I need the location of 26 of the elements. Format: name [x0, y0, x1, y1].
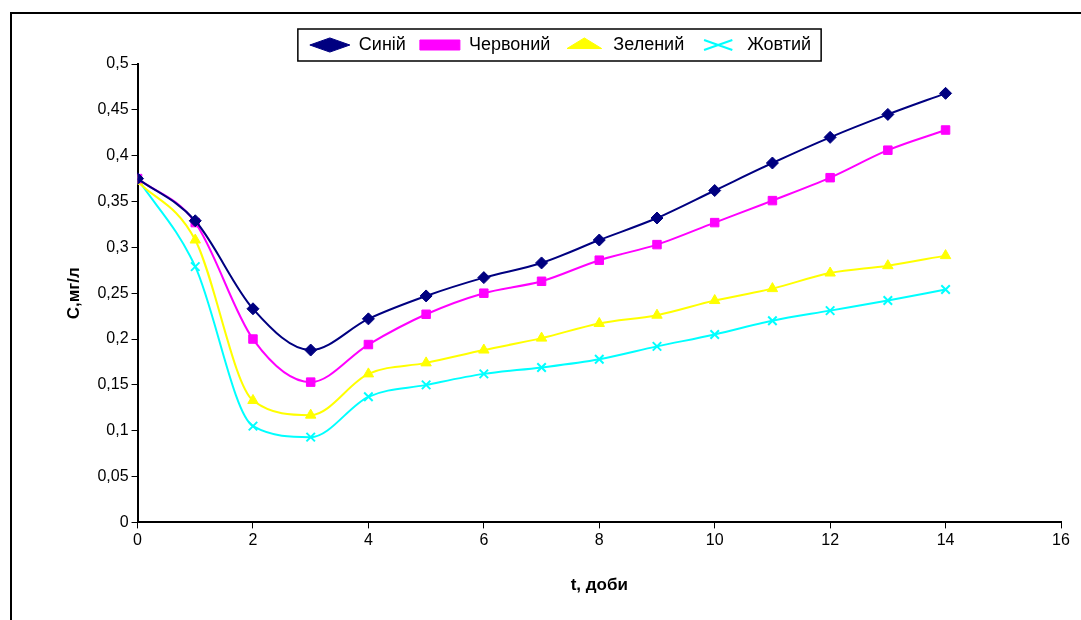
- x-axis-title: t, доби: [570, 575, 628, 595]
- x-tick-label: 10: [705, 531, 724, 549]
- y-tick-label: 0,15: [97, 375, 129, 393]
- x-tick-label: 16: [1052, 531, 1070, 549]
- x-tick-label: 4: [363, 531, 373, 549]
- legend-label: Зелений: [613, 33, 685, 54]
- y-tick-label: 0,2: [106, 329, 129, 347]
- x-tick-label: 2: [248, 531, 258, 549]
- x-tick-label: 8: [594, 531, 604, 549]
- y-tick-label: 0,1: [106, 421, 129, 439]
- y-tick-label: 0,5: [106, 54, 129, 72]
- y-axis-title: C,мг/л: [63, 267, 83, 320]
- x-tick-label: 14: [936, 531, 955, 549]
- y-tick-label: 0: [119, 512, 129, 530]
- legend-label: Червоний: [468, 33, 551, 54]
- x-tick-label: 0: [133, 531, 143, 549]
- x-tick-label: 12: [821, 531, 840, 549]
- y-tick-label: 0,35: [97, 191, 129, 209]
- y-tick-label: 0,4: [106, 146, 129, 164]
- y-tick-label: 0,45: [97, 100, 129, 118]
- y-tick-label: 0,25: [97, 283, 129, 301]
- x-tick-label: 6: [479, 531, 489, 549]
- legend-label: Синій: [358, 33, 406, 54]
- y-tick-label: 0,05: [97, 466, 129, 484]
- y-tick-label: 0,3: [106, 237, 129, 255]
- legend-label: Жовтий: [747, 33, 812, 54]
